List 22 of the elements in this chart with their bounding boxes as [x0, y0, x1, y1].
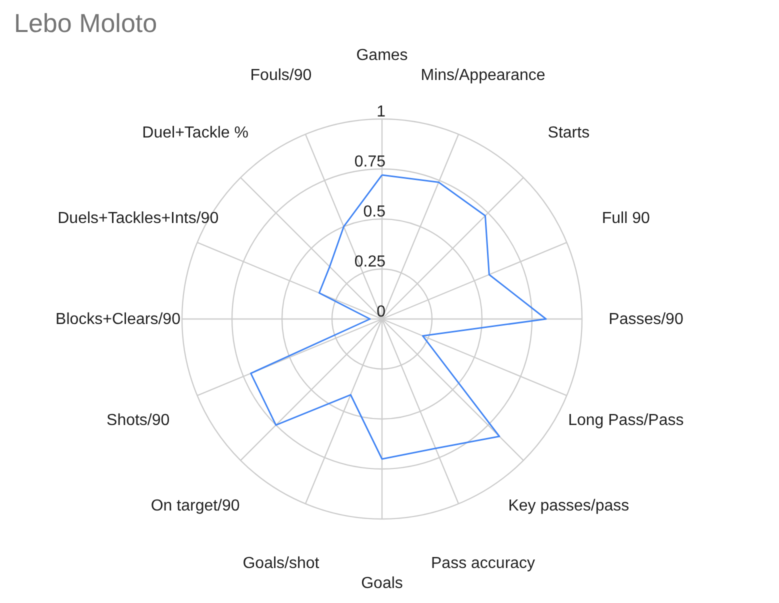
spoke-label: Passes/90: [608, 311, 684, 328]
spoke-label: Fouls/90: [250, 67, 312, 84]
spoke-label: Shots/90: [106, 412, 170, 430]
spoke-label: Duels+Tackles+Ints/90: [58, 210, 219, 227]
spoke-label: Full 90: [602, 210, 650, 227]
y-tick-label: 1: [376, 104, 386, 120]
y-tick-label: 0.75: [354, 154, 386, 170]
spoke-label: Blocks+Clears/90: [56, 311, 181, 328]
spoke-label: Goals: [361, 575, 403, 592]
spoke-label: Games: [356, 47, 408, 64]
spoke-label: Duel+Tackle %: [142, 124, 248, 142]
spoke-label: Long Pass/Pass: [568, 412, 684, 430]
chart-title: Lebo Moloto: [14, 8, 158, 38]
y-tick-label: 0.5: [363, 204, 386, 220]
spoke-label: Mins/Appearance: [420, 67, 546, 84]
y-tick-label: 0: [376, 304, 386, 320]
y-tick-label: 0.25: [354, 254, 386, 270]
spoke-label: On target/90: [150, 498, 240, 515]
spoke-label: Starts: [548, 124, 590, 142]
spoke-label: Key passes/pass: [508, 498, 630, 515]
spoke-label: Goals/shot: [242, 554, 320, 572]
spoke-label: Pass accuracy: [431, 554, 536, 572]
